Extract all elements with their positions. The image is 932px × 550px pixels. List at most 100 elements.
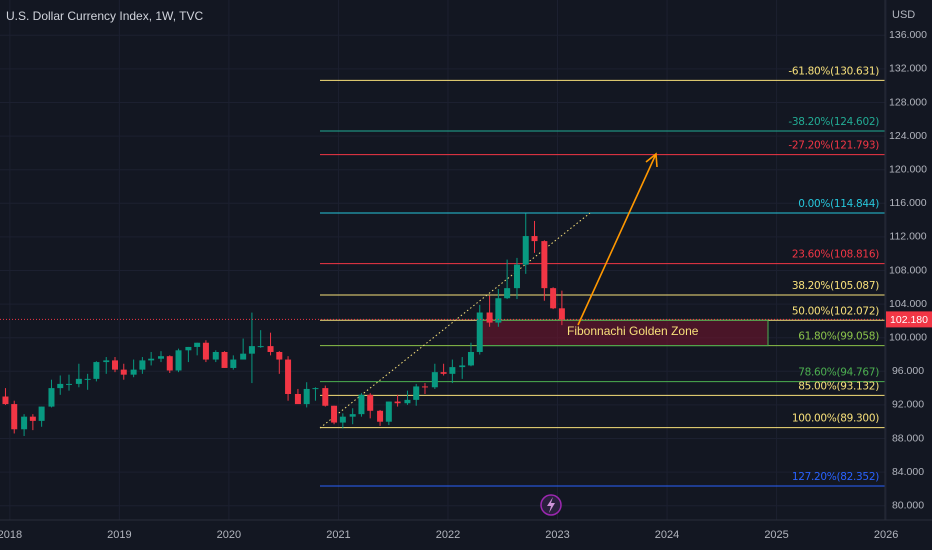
event-bolt [547, 497, 555, 513]
candle-body [394, 401, 401, 404]
grid [0, 0, 887, 520]
candle-body [29, 416, 36, 421]
y-tick-label: 120.000 [889, 163, 927, 175]
axes: 80.000 84.000 88.000 92.000 96.000 100.000 104… [0, 29, 927, 541]
candle-body [257, 346, 264, 348]
candle-body [440, 372, 447, 374]
x-tick-label: 2026 [874, 529, 898, 541]
golden-zone [481, 319, 769, 347]
candle-body [541, 241, 548, 289]
candle-body [75, 378, 82, 384]
candle-body [421, 386, 428, 388]
candle-body [385, 401, 392, 422]
candle-body [139, 360, 146, 370]
fib-label: 100.00%(89.300) [792, 413, 879, 425]
candle-body [212, 351, 219, 360]
y-tick-label: 96.000 [892, 365, 924, 377]
fib-label: -61.80%(130.631) [788, 65, 879, 77]
x-tick-label: 2020 [217, 529, 241, 541]
candle-body [38, 406, 45, 421]
candle-body [476, 312, 483, 352]
y-tick-label: 124.000 [889, 130, 927, 142]
candle-body [221, 351, 228, 368]
candle-body [531, 236, 538, 242]
candle-body [550, 288, 557, 309]
candle-body [120, 369, 127, 375]
candle-body [202, 342, 209, 360]
y-tick-label: 84.000 [892, 466, 924, 478]
y-tick-label: 128.000 [889, 96, 927, 108]
candle-body [312, 388, 319, 390]
candle-body [358, 394, 365, 415]
candle-body [66, 383, 73, 385]
fib-label: 38.20%(105.087) [792, 280, 879, 292]
candle-body [21, 416, 28, 430]
candle-body [504, 288, 511, 299]
fib-label: 78.60%(94.767) [798, 367, 879, 379]
candle-body [112, 360, 119, 370]
candle-body [459, 365, 466, 368]
last-price-label: 102.180 [890, 314, 928, 326]
event-icon[interactable] [540, 494, 562, 516]
y-tick-label: 104.000 [889, 298, 927, 310]
arrow [577, 152, 658, 326]
candle-body [349, 414, 356, 417]
arrow-head [645, 152, 658, 168]
candle-body [467, 351, 474, 366]
fib-label: 85.00%(93.132) [798, 380, 879, 392]
y-tick-label: 136.000 [889, 29, 927, 41]
x-tick-label: 2021 [326, 529, 350, 541]
candle-body [240, 353, 247, 360]
y-tick-label: 88.000 [892, 432, 924, 444]
candle-body [194, 342, 201, 347]
candle-body [294, 393, 301, 405]
fib-label: -27.20%(121.793) [788, 140, 879, 152]
candle-body [57, 383, 64, 389]
candle-body [413, 386, 420, 400]
fib-label: 0.00%(114.844) [798, 198, 879, 210]
candle-body [130, 369, 137, 375]
candle-body [84, 378, 91, 380]
zone-label: Fibonnachi Golden Zone [567, 324, 699, 338]
candle-body [93, 362, 100, 379]
y-tick-label: 116.000 [889, 197, 926, 209]
candle-body [248, 346, 255, 354]
x-tick-label: 2018 [0, 529, 22, 541]
x-tick-label: 2019 [107, 529, 131, 541]
candle-body [339, 416, 346, 423]
candle-body [103, 360, 110, 363]
fib-label: 61.80%(99.058) [798, 331, 879, 343]
candle-body [303, 388, 310, 405]
candle-body [449, 367, 456, 374]
candle-body [48, 388, 55, 407]
y-tick-label: 108.000 [889, 264, 927, 276]
candle-body [331, 405, 338, 423]
candle-body [267, 346, 274, 352]
fib-label: 50.00%(102.072) [792, 305, 879, 317]
candle-body [158, 356, 165, 359]
y-tick-label: 100.000 [889, 331, 927, 343]
candle-body [377, 410, 384, 422]
x-tick-label: 2025 [764, 529, 788, 541]
candle-body [166, 356, 173, 371]
candle-body [322, 388, 329, 406]
candle-body [431, 372, 438, 388]
candle-body [276, 351, 283, 360]
candle-body [522, 236, 529, 265]
candle-body [404, 399, 411, 404]
candle-body [285, 359, 292, 394]
candle-body [486, 312, 493, 323]
y-tick-label: 112.000 [889, 231, 926, 243]
candle-body [185, 346, 192, 351]
candle-body [11, 404, 18, 430]
candle-body [175, 350, 182, 371]
fib-label: 127.20%(82.352) [792, 471, 879, 483]
fib-label: 23.60%(108.816) [792, 249, 879, 261]
candle-body [367, 394, 374, 411]
y-tick-label: 80.000 [892, 500, 924, 512]
chart-title: U.S. Dollar Currency Index, 1W, TVC [6, 9, 204, 23]
candles [2, 213, 565, 436]
